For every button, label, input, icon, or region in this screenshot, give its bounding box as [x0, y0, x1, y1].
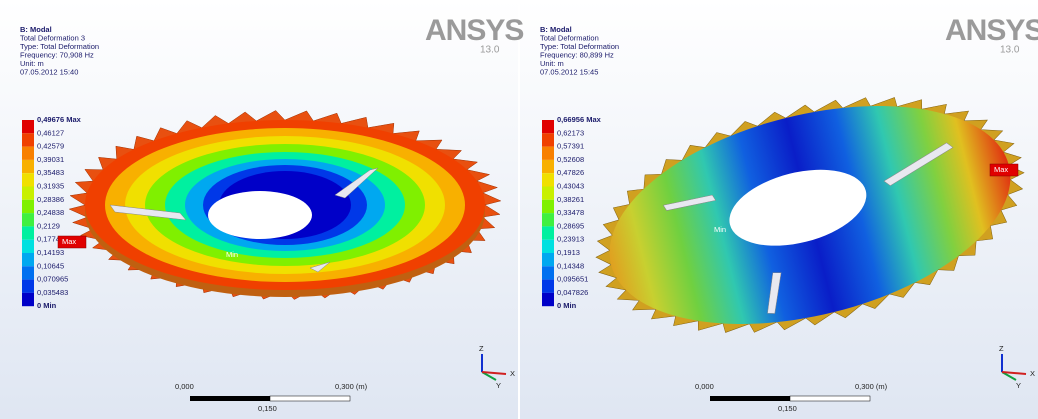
- version: 13.0: [480, 45, 500, 56]
- legend-swatch: [22, 213, 34, 226]
- legend-label: 0,14348: [557, 261, 584, 270]
- axis-x-label: X: [1030, 369, 1035, 378]
- legend-swatch: [22, 240, 34, 253]
- legend-label: 0,047826: [557, 288, 588, 297]
- legend-label: 0,46127: [37, 128, 64, 137]
- min-label: Min: [714, 225, 726, 234]
- scale-bar: [710, 396, 790, 401]
- legend-swatch: [542, 280, 554, 293]
- scale-end: 0,300 (m): [855, 382, 888, 391]
- legend-swatch: [22, 173, 34, 186]
- legend-label: 0,31935: [37, 181, 64, 190]
- legend-label: 0,28695: [557, 221, 584, 230]
- legend-label: 0,2129: [37, 221, 60, 230]
- scale-bar: [270, 396, 350, 401]
- scale-mid: 0,150: [778, 404, 797, 413]
- legend-swatch: [542, 253, 554, 266]
- legend-swatch: [542, 293, 554, 306]
- legend-swatch: [22, 147, 34, 160]
- scale-end: 0,300 (m): [335, 382, 368, 391]
- legend-label: 0,43043: [557, 181, 584, 190]
- legend-swatch: [542, 120, 554, 133]
- legend-label: 0,23913: [557, 235, 584, 244]
- legend-label: 0,10645: [37, 261, 64, 270]
- legend-swatch: [22, 187, 34, 200]
- legend-swatch: [22, 226, 34, 239]
- legend-label: 0,035483: [37, 288, 68, 297]
- axis-z-label: Z: [999, 344, 1004, 353]
- min-label: Min: [226, 250, 238, 259]
- legend-swatch: [542, 173, 554, 186]
- legend-label: 0,38261: [557, 195, 584, 204]
- legend-label: 0 Min: [557, 301, 577, 310]
- legend-swatch: [22, 120, 34, 133]
- scale-start: 0,000: [175, 382, 194, 391]
- scale-bar: [190, 396, 270, 401]
- legend-swatch: [22, 293, 34, 306]
- legend-swatch: [542, 213, 554, 226]
- legend-label: 0,57391: [557, 142, 584, 151]
- legend-label: 0,49676 Max: [37, 115, 82, 124]
- legend-swatch: [542, 187, 554, 200]
- legend-swatch: [542, 226, 554, 239]
- legend-swatch: [542, 147, 554, 160]
- legend-swatch: [22, 200, 34, 213]
- legend-label: 0 Min: [37, 301, 57, 310]
- legend-label: 0,33478: [557, 208, 584, 217]
- legend-label: 0,62173: [557, 128, 584, 137]
- bore: [208, 191, 312, 239]
- scale-mid: 0,150: [258, 404, 277, 413]
- max-label: Max: [994, 165, 1008, 174]
- legend-swatch: [22, 160, 34, 173]
- legend-swatch: [542, 266, 554, 279]
- legend-label: 0,070965: [37, 275, 68, 284]
- legend-label: 0,35483: [37, 168, 64, 177]
- legend-swatch: [542, 133, 554, 146]
- axis-x-label: X: [510, 369, 515, 378]
- viewport: B: ModalTotal Deformation 3Type: Total D…: [0, 0, 1038, 419]
- legend-label: 0,14193: [37, 248, 64, 257]
- legend-swatch: [22, 253, 34, 266]
- legend-swatch: [542, 240, 554, 253]
- legend-swatch: [542, 160, 554, 173]
- legend-swatch: [22, 133, 34, 146]
- axis-y-label: Y: [496, 381, 501, 390]
- version: 13.0: [1000, 45, 1020, 56]
- legend-label: 0,42579: [37, 142, 64, 151]
- legend-label: 0,39031: [37, 155, 64, 164]
- legend-label: 0,47826: [557, 168, 584, 177]
- scale-start: 0,000: [695, 382, 714, 391]
- legend-label: 0,24838: [37, 208, 64, 217]
- axis-y-label: Y: [1016, 381, 1021, 390]
- header-line: 07.05.2012 15:40: [20, 67, 78, 76]
- header-line: 07.05.2012 15:45: [540, 67, 598, 76]
- legend-label: 0,1913: [557, 248, 580, 257]
- axis-z-label: Z: [479, 344, 484, 353]
- scale-bar: [790, 396, 870, 401]
- legend-label: 0,095651: [557, 275, 588, 284]
- legend-swatch: [542, 200, 554, 213]
- ansys-logo: ANSYS: [945, 14, 1038, 47]
- legend-swatch: [22, 280, 34, 293]
- legend-label: 0,66956 Max: [557, 115, 602, 124]
- legend-swatch: [22, 266, 34, 279]
- max-label: Max: [62, 237, 76, 246]
- legend-label: 0,52608: [557, 155, 584, 164]
- legend-label: 0,28386: [37, 195, 64, 204]
- ansys-logo: ANSYS: [425, 14, 523, 47]
